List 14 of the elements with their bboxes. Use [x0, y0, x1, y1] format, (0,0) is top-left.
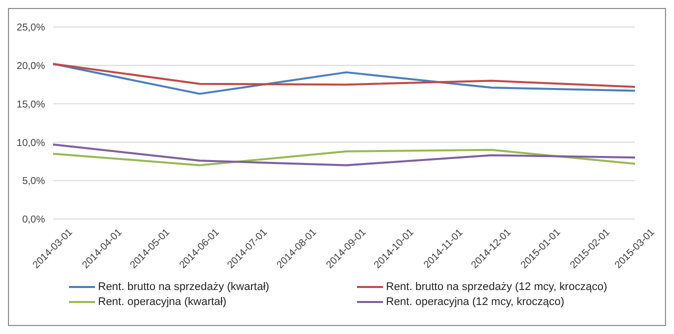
y-tick-label: 5,0% [22, 176, 46, 188]
line-series [53, 62, 635, 95]
legend-label: Rent. brutto na sprzedaży (kwartał) [98, 281, 270, 293]
y-tick-label: 10,0% [16, 138, 46, 149]
y-tick-label: 20,0% [16, 60, 46, 72]
y-tick-label: 15,0% [16, 99, 46, 110]
line-series [53, 62, 635, 88]
y-tick-label: 25,0% [16, 22, 46, 34]
legend-label: Rent. brutto na sprzedaży (12 mcy, krocząco) [386, 281, 608, 293]
legend-label: Rent. operacyjna (12 mcy, krocząco) [386, 296, 564, 308]
line-series [53, 144, 635, 166]
y-tick-label: 0,0% [22, 214, 46, 226]
legend-label: Rent. operacyjna (kwartał) [98, 296, 226, 308]
line-series [53, 148, 635, 166]
